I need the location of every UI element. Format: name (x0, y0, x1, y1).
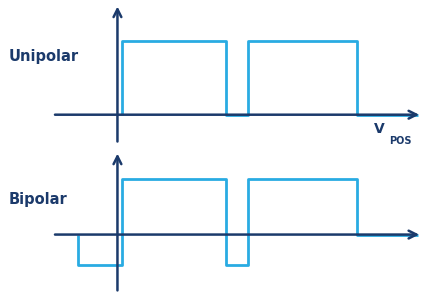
Text: V: V (373, 122, 384, 136)
Text: (a): (a) (229, 193, 249, 206)
Text: Unipolar: Unipolar (9, 49, 79, 64)
Text: Bipolar: Bipolar (9, 192, 67, 207)
Text: POS: POS (388, 136, 411, 146)
